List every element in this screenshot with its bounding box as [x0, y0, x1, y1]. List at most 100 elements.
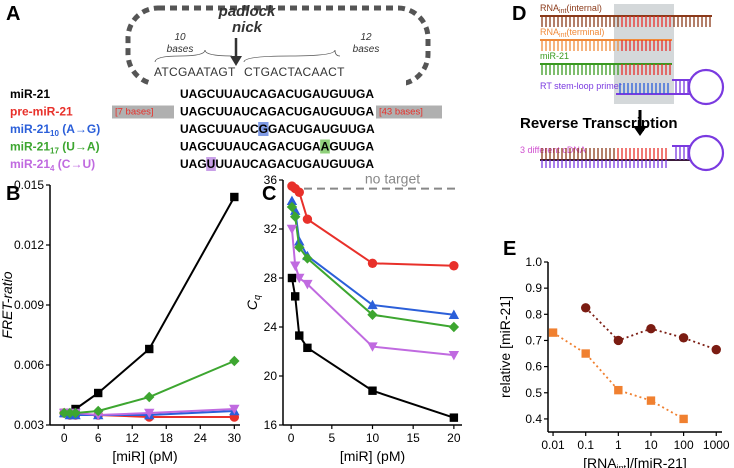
strand-label: RNAint(internal) — [540, 3, 602, 15]
y-tick-label: 0.4 — [525, 412, 542, 426]
point — [367, 342, 378, 352]
y-tick-label: 0.015 — [14, 178, 44, 192]
x-tick-label: 10 — [644, 438, 658, 452]
text-part: miR-21 — [540, 51, 569, 61]
point — [367, 309, 378, 320]
padlock-gap — [150, 60, 406, 90]
point — [93, 405, 104, 417]
series-line — [291, 185, 454, 267]
text-part: UUAUCAGACUGAUGUUGA — [215, 157, 374, 171]
text-part: C — [244, 299, 260, 310]
nick-title: nick — [232, 19, 263, 36]
point — [144, 391, 155, 403]
bases-label: 10 — [174, 32, 186, 43]
point — [646, 323, 656, 334]
strand-label: RT stem-loop primer — [540, 81, 622, 91]
text-part: 10 — [50, 129, 59, 138]
text-part: 4 — [50, 164, 55, 173]
y-axis-label: FRET-ratio — [0, 271, 15, 338]
x-tick-label: 1 — [615, 438, 622, 452]
text-part: ]/[miR-21] — [626, 455, 687, 468]
panel-label: C — [262, 183, 276, 205]
y-tick-label: 0.012 — [14, 238, 44, 252]
extra-bases-box — [112, 105, 174, 119]
point — [291, 292, 300, 301]
point — [286, 195, 298, 206]
series-line — [64, 196, 236, 414]
text-part: miR-21 — [10, 87, 50, 101]
point — [230, 192, 239, 202]
sequence: UAGUUUAUCAGACUGAUGUUGA — [180, 157, 374, 171]
x-tick-label: 5 — [328, 431, 335, 445]
text-part: GACUGAUGUUGA — [268, 122, 375, 136]
point — [302, 214, 313, 224]
point — [294, 273, 305, 284]
y-tick-label: 0.9 — [525, 281, 542, 295]
sequence: UAGCUUAUCAGACUGAAGUUGA — [180, 140, 374, 154]
point — [581, 349, 590, 358]
text-part: int — [617, 463, 627, 468]
text-part: 17 — [50, 147, 59, 156]
point — [367, 258, 378, 268]
stem-loop — [687, 134, 725, 172]
strand-label: miR-21 — [540, 51, 569, 61]
bracket — [154, 49, 233, 63]
rt-arrow-head — [633, 126, 647, 136]
text-part: [miR] (pM) — [340, 448, 405, 464]
y-tick-label: 0.5 — [525, 386, 542, 400]
text-part: miR-21 — [10, 122, 50, 136]
sequence: UAGCUUAUCAGACUGAUGUUGA — [180, 105, 374, 119]
strand-label: RNAint(terminal) — [540, 27, 604, 39]
point — [294, 187, 304, 197]
y-tick-label: 32 — [264, 222, 278, 236]
text-part: UAGCUUAUCAGACUGAUGUUGA — [180, 87, 374, 101]
text-part: FRET-ratio — [0, 271, 15, 338]
x-tick-label: 15 — [407, 431, 421, 445]
text-part: UAGCUUAUC — [180, 122, 259, 136]
y-tick-label: 24 — [264, 320, 278, 334]
text-part: UAGCUUAUCAGACUGAUGUUGA — [180, 105, 374, 119]
y-tick-label: 0.003 — [14, 418, 44, 432]
point — [449, 261, 459, 271]
panel-label: B — [6, 183, 20, 205]
point — [368, 386, 377, 395]
x-tick-label: 12 — [126, 431, 140, 445]
point — [290, 261, 301, 271]
text-part: int — [559, 8, 566, 15]
point — [646, 396, 656, 405]
row-name: miR-21 — [10, 87, 50, 101]
x-tick-label: 20 — [447, 431, 461, 445]
bracket — [243, 49, 341, 63]
reference-label: no target — [365, 171, 420, 187]
point — [70, 407, 81, 419]
row-name: miR-214 (C→U) — [10, 157, 95, 173]
point — [144, 408, 155, 419]
mutation-highlight — [320, 139, 330, 154]
text-part: GUUGA — [329, 140, 374, 154]
series-line — [290, 228, 454, 357]
bases-label: bases — [167, 44, 194, 55]
text-part: q — [252, 295, 262, 300]
x-tick-label: 18 — [160, 431, 174, 445]
point — [678, 333, 689, 343]
point — [286, 224, 298, 235]
point — [449, 413, 459, 422]
y-tick-label: 28 — [264, 271, 278, 285]
x-tick-label: 0 — [61, 431, 68, 445]
x-tick-label: 0.1 — [577, 438, 594, 452]
stem-loop — [687, 68, 725, 106]
point — [679, 414, 688, 424]
point — [580, 303, 591, 313]
series-line — [64, 360, 235, 414]
y-tick-label: 0.8 — [525, 307, 542, 321]
x-axis-label: [miR] (pM) — [340, 448, 405, 464]
y-tick-label: 36 — [264, 173, 278, 187]
text-part: RNA — [540, 27, 559, 37]
point — [94, 388, 103, 398]
extra-bases-box — [376, 105, 442, 119]
text-part: A — [321, 140, 330, 154]
nick-arrow-head — [230, 56, 242, 66]
sequence: UAGCUUAUCAGACUGAUGUUGA — [180, 87, 374, 101]
x-axis-label: [miR] (pM) — [112, 448, 177, 464]
point — [448, 309, 460, 319]
